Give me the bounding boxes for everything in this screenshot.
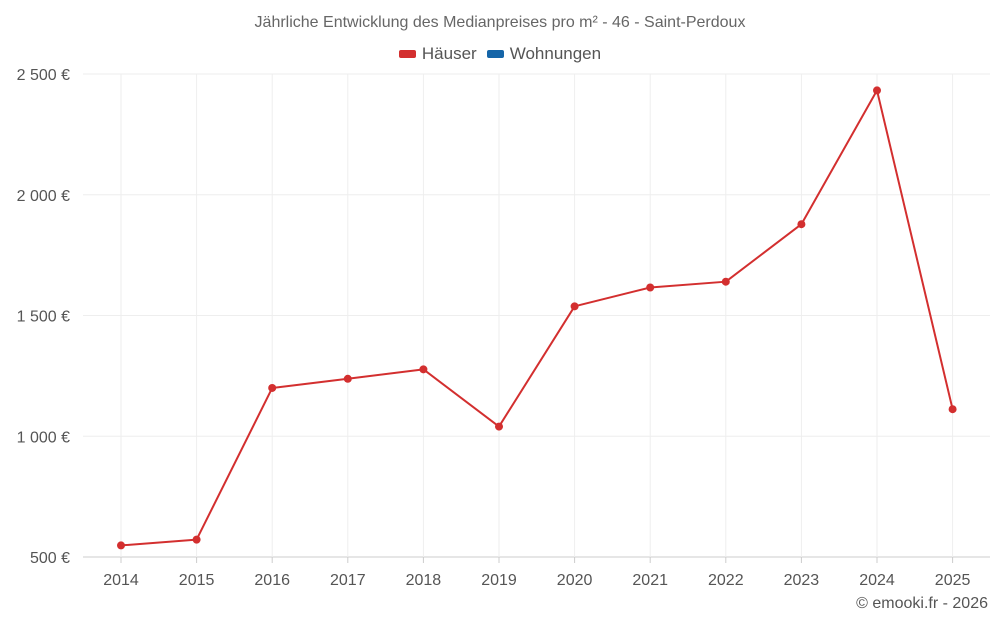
x-tick-label: 2016: [254, 572, 290, 589]
data-point: [495, 422, 503, 431]
x-tick-label: 2019: [481, 572, 517, 589]
x-tick-label: 2021: [632, 572, 668, 589]
y-tick-label: 2 500 €: [17, 67, 70, 84]
legend-swatch-haeuser: [398, 50, 416, 58]
data-point: [873, 86, 881, 95]
chart-title: Jährliche Entwicklung des Medianpreises …: [254, 14, 746, 31]
legend: Häuser Wohnungen: [0, 44, 1000, 64]
data-point: [117, 541, 125, 550]
y-tick-label: 1 500 €: [17, 309, 70, 326]
x-tick-label: 2014: [103, 572, 139, 589]
legend-item-haeuser[interactable]: Häuser: [398, 44, 477, 64]
legend-swatch-wohnungen: [486, 50, 504, 58]
data-point: [646, 283, 655, 292]
y-tick-label: 2 000 €: [17, 188, 70, 205]
x-tick-label: 2015: [179, 572, 215, 589]
y-tick-label: 1 000 €: [17, 429, 70, 446]
y-tick-label: 500 €: [30, 550, 70, 567]
data-point: [721, 277, 730, 286]
x-tick-label: 2023: [784, 572, 820, 589]
x-tick-label: 2024: [859, 572, 895, 589]
data-point: [570, 302, 579, 311]
x-tick-label: 2020: [557, 572, 593, 589]
data-point: [343, 374, 352, 383]
x-tick-label: 2025: [935, 572, 971, 589]
x-tick-label: 2022: [708, 572, 744, 589]
data-point: [948, 405, 957, 414]
credit-text: © emooki.fr - 2026: [856, 595, 988, 612]
data-point: [192, 535, 201, 544]
x-tick-label: 2017: [330, 572, 366, 589]
legend-label-haeuser: Häuser: [421, 44, 477, 63]
legend-item-wohnungen[interactable]: Wohnungen: [486, 44, 602, 64]
series-line-haeuser: [120, 89, 954, 547]
data-point: [797, 220, 806, 229]
x-tick-label: 2018: [406, 572, 442, 589]
data-point: [419, 365, 428, 374]
legend-label-wohnungen: Wohnungen: [509, 44, 602, 63]
data-point: [268, 383, 277, 392]
